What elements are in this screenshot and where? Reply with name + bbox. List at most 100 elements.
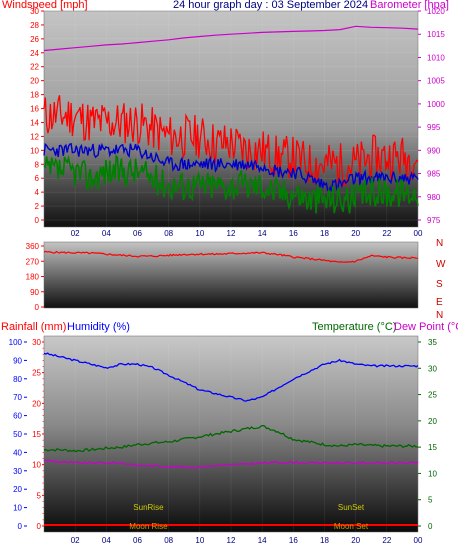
- rain-tick-label: 15: [32, 430, 41, 439]
- wind-tick-label: 4: [35, 188, 40, 197]
- climate-x-tick-label: 10: [195, 536, 204, 545]
- wind-tick-label: 2: [35, 202, 40, 211]
- wind-x-tick-label: 10: [195, 229, 204, 238]
- climate-x-tick-label: 12: [227, 536, 236, 545]
- compass-label: N: [436, 238, 443, 249]
- compass-label: E: [436, 297, 443, 308]
- barometer-axis-title: Barometer [hpa]: [370, 0, 449, 11]
- humidity-tick-label: 100: [9, 338, 23, 347]
- wind-tick-label: 30: [30, 7, 39, 16]
- compass-label: N: [436, 310, 443, 321]
- climate-x-tick-label: 20: [351, 536, 360, 545]
- climate-x-tick-label: 06: [133, 536, 142, 545]
- humidity-tick-label: 90: [13, 356, 22, 365]
- chart-title: 24 hour graph day : 03 September 2024: [173, 0, 369, 11]
- sunrise-label: SunRise: [133, 503, 164, 512]
- humidity-tick-label: 20: [13, 485, 22, 494]
- climate-x-tick-label: 02: [71, 536, 80, 545]
- wind-tick-label: 10: [30, 146, 39, 155]
- climate-x-tick-label: 14: [258, 536, 267, 545]
- dewpoint-axis-title: Dew Point (°C: [394, 321, 458, 333]
- humidity-tick-label: 80: [13, 375, 22, 384]
- baro-tick-label: 1010: [427, 53, 445, 62]
- moonset-label: Moon Set: [334, 522, 369, 531]
- climate-x-tick-label: 18: [320, 536, 329, 545]
- direction-series: [43, 250, 419, 263]
- humidity-tick-label: 50: [13, 430, 22, 439]
- temp-tick-label: 30: [428, 364, 437, 373]
- wind-tick-label: 14: [30, 118, 39, 127]
- temp-tick-label: 15: [428, 443, 437, 452]
- wind-tick-label: 0: [35, 216, 40, 225]
- temperature-axis-title: Temperature (°C): [312, 321, 397, 333]
- rain-tick-label: 30: [32, 338, 41, 347]
- sunset-label: SunSet: [338, 503, 365, 512]
- direction-tick-label: 90: [30, 288, 39, 297]
- wind-tick-label: 22: [30, 63, 39, 72]
- wind-x-tick-label: 20: [351, 229, 360, 238]
- climate-x-tick-label: 22: [382, 536, 391, 545]
- temp-tick-label: 20: [428, 417, 437, 426]
- temp-tick-label: 25: [428, 391, 437, 400]
- baro-tick-label: 990: [427, 146, 441, 155]
- climate-x-tick-label: 16: [289, 536, 298, 545]
- windspeed-axis-title: Windspeed [mph]: [2, 0, 88, 11]
- compass-label: W: [436, 259, 446, 270]
- rain-tick-label: 5: [37, 491, 42, 500]
- wind-tick-label: 24: [30, 49, 39, 58]
- wind-tick-label: 28: [30, 21, 39, 30]
- climate-plot-area: [43, 335, 419, 533]
- direction-tick-label: 180: [26, 273, 40, 282]
- direction-plot-area: [43, 241, 419, 309]
- wind-x-tick-label: 14: [258, 229, 267, 238]
- temp-tick-label: 5: [428, 496, 433, 505]
- humidity-tick-label: 40: [13, 448, 22, 457]
- wind-average-series: [43, 142, 419, 194]
- rain-tick-label: 20: [32, 399, 41, 408]
- baro-tick-label: 1005: [427, 77, 445, 86]
- wind-tick-label: 20: [30, 77, 39, 86]
- wind-x-tick-label: 16: [289, 229, 298, 238]
- wind-tick-label: 8: [35, 160, 40, 169]
- wind-x-tick-label: 12: [227, 229, 236, 238]
- humidity-tick-label: 0: [18, 522, 23, 531]
- wind-low-series: [43, 153, 419, 214]
- climate-x-tick-label: 04: [102, 536, 111, 545]
- wind-x-tick-label: 00: [414, 229, 423, 238]
- temperature-series: [43, 424, 419, 453]
- rainfall-axis-title: Rainfall (mm): [1, 321, 67, 333]
- baro-tick-label: 1000: [427, 100, 445, 109]
- baro-tick-label: 985: [427, 170, 441, 179]
- wind-tick-label: 18: [30, 91, 39, 100]
- wind-x-tick-label: 04: [102, 229, 111, 238]
- compass-label: S: [436, 279, 443, 290]
- wind-x-tick-label: 02: [71, 229, 80, 238]
- dewpoint-series: [43, 459, 419, 469]
- baro-tick-label: 1020: [427, 7, 445, 16]
- humidity-axis-title: Humidity (%): [67, 321, 130, 333]
- wind-tick-label: 6: [35, 174, 40, 183]
- climate-x-tick-label: 08: [164, 536, 173, 545]
- humidity-tick-label: 70: [13, 393, 22, 402]
- baro-tick-label: 1015: [427, 30, 445, 39]
- humidity-series: [43, 352, 419, 402]
- rain-tick-label: 10: [32, 461, 41, 470]
- wind-x-tick-label: 22: [382, 229, 391, 238]
- direction-tick-label: 360: [26, 242, 40, 251]
- wind-x-tick-label: 06: [133, 229, 142, 238]
- humidity-tick-label: 60: [13, 412, 22, 421]
- temp-tick-label: 0: [428, 522, 433, 531]
- wind-x-tick-label: 18: [320, 229, 329, 238]
- baro-tick-label: 975: [427, 216, 441, 225]
- moonrise-label: Moon Rise: [129, 522, 168, 531]
- wind-tick-label: 12: [30, 132, 39, 141]
- temp-tick-label: 10: [428, 469, 437, 478]
- rain-tick-label: 25: [32, 369, 41, 378]
- wind-tick-label: 26: [30, 35, 39, 44]
- rain-tick-label: 0: [37, 522, 42, 531]
- direction-tick-label: 270: [26, 257, 40, 266]
- baro-tick-label: 995: [427, 123, 441, 132]
- climate-x-tick-label: 00: [414, 536, 423, 545]
- humidity-tick-label: 30: [13, 467, 22, 476]
